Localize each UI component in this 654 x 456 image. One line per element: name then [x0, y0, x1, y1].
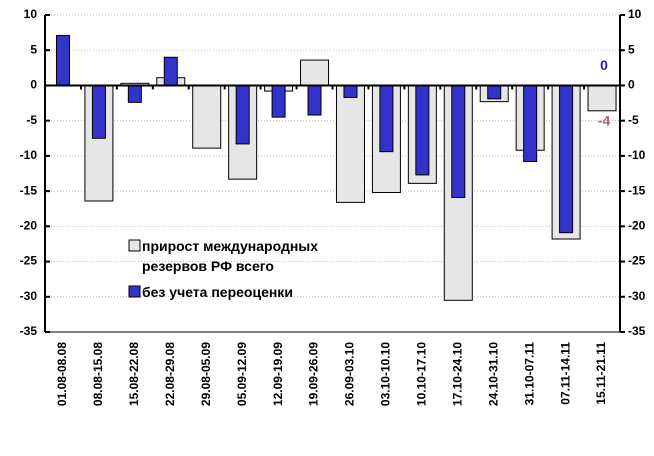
y-tick-label: -30 [20, 289, 38, 303]
y2-tick-label: 5 [628, 42, 635, 56]
y2-tick-label: 0 [628, 78, 635, 92]
bar [307, 84, 322, 116]
y-tick-label: -20 [20, 219, 38, 233]
x-tick-label: 12.09-19.09 [271, 342, 285, 406]
bar [127, 84, 142, 103]
y2-tick-label: -5 [628, 113, 639, 127]
y2-tick-label: 10 [628, 7, 642, 21]
x-tick-label: 17.10-24.10 [450, 342, 464, 406]
y-tick-label: 0 [30, 78, 37, 92]
legend-swatch [128, 239, 141, 252]
y-tick-label: 10 [24, 7, 38, 21]
bar [163, 56, 178, 86]
y2-tick-label: -25 [628, 254, 646, 268]
x-tick-label: 05.09-12.09 [235, 342, 249, 406]
x-tick-label: 22.08-29.08 [163, 342, 177, 406]
y-tick-label: -5 [26, 113, 37, 127]
y2-tick-label: -20 [628, 219, 646, 233]
y-tick-label: -25 [20, 254, 38, 268]
x-tick-label: 26.09-03.10 [343, 342, 357, 406]
x-tick-label: 08.08-15.08 [91, 342, 105, 406]
y-tick-label: 5 [30, 42, 37, 56]
bar [271, 84, 286, 118]
data-label: -4 [598, 113, 611, 129]
bar [415, 84, 430, 176]
y2-tick-label: -10 [628, 148, 646, 162]
bar [235, 84, 250, 145]
legend-label: прирост международных резервов РФ всего [142, 238, 319, 274]
y2-tick-label: -35 [628, 324, 646, 338]
bar [487, 84, 502, 100]
y-tick-label: -35 [20, 324, 38, 338]
data-label: 0 [600, 57, 608, 73]
bar [55, 34, 70, 86]
bar [523, 84, 538, 163]
x-tick-label: 10.10-17.10 [415, 342, 429, 406]
x-tick-label: 24.10-31.10 [486, 342, 500, 406]
x-tick-label: 03.10-10.10 [379, 342, 393, 406]
y-tick-label: -15 [20, 183, 38, 197]
bar [587, 84, 617, 112]
bar [343, 84, 358, 98]
x-tick-label: 29.08-05.09 [199, 342, 213, 406]
bar [91, 84, 106, 139]
x-tick-label: 01.08-08.08 [55, 342, 69, 406]
bar [451, 84, 466, 198]
x-tick-label: 31.10-07.11 [522, 342, 536, 406]
bar [379, 84, 394, 153]
bar [335, 84, 365, 203]
x-tick-label: 07.11-14.11 [558, 342, 572, 405]
y-tick-label: -10 [20, 148, 38, 162]
x-tick-label: 15.08-22.08 [127, 342, 141, 406]
bar [559, 84, 574, 234]
y2-tick-label: -30 [628, 289, 646, 303]
bar [300, 59, 330, 86]
legend-swatch [128, 285, 141, 298]
legend-label: без учета переоценки [142, 284, 293, 300]
bar [192, 84, 222, 149]
x-tick-label: 19.09-26.09 [307, 342, 321, 406]
x-tick-label: 15.11-21.11 [594, 342, 608, 405]
y2-tick-label: -15 [628, 183, 646, 197]
